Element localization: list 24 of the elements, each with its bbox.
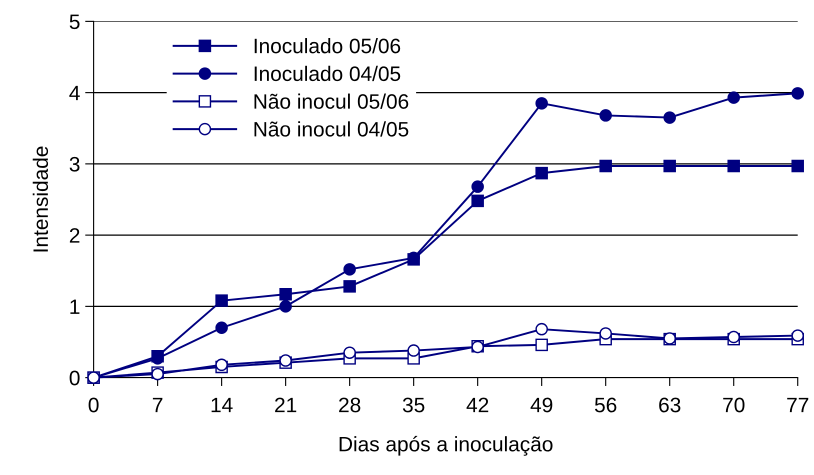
x-tick-label: 21 <box>275 398 296 412</box>
y-tick-label: 0 <box>70 370 80 386</box>
x-tick-label: 77 <box>787 398 808 412</box>
y-tick-label: 2 <box>70 228 80 243</box>
x-tick-label: 14 <box>212 398 233 412</box>
y-tick-label: 4 <box>69 86 80 100</box>
x-tick-label: 35 <box>402 398 424 412</box>
x-tick-label: 42 <box>466 398 488 412</box>
legend-label: Inoculado 04/05 <box>254 66 400 82</box>
x-tick-label: 56 <box>594 398 616 412</box>
legend-label: Não inocul 05/06 <box>254 94 408 109</box>
legend-label: Não inocul 04/05 <box>254 121 408 137</box>
x-tick-label: 63 <box>659 398 680 412</box>
x-axis-title: Dias após a inoculação <box>340 436 553 456</box>
y-tick-label: 3 <box>70 156 80 172</box>
x-tick-label: 49 <box>530 398 552 412</box>
y-axis-title: Intensidade <box>32 146 48 252</box>
y-tick-label: 5 <box>70 14 80 30</box>
y-tick-label: 1 <box>70 300 80 314</box>
x-tick-label: 7 <box>152 398 162 412</box>
x-tick-label: 28 <box>339 398 360 412</box>
x-tick-label: 70 <box>723 398 744 412</box>
x-tick-label: 0 <box>88 398 99 412</box>
legend-label: Inoculado 05/06 <box>254 38 400 54</box>
